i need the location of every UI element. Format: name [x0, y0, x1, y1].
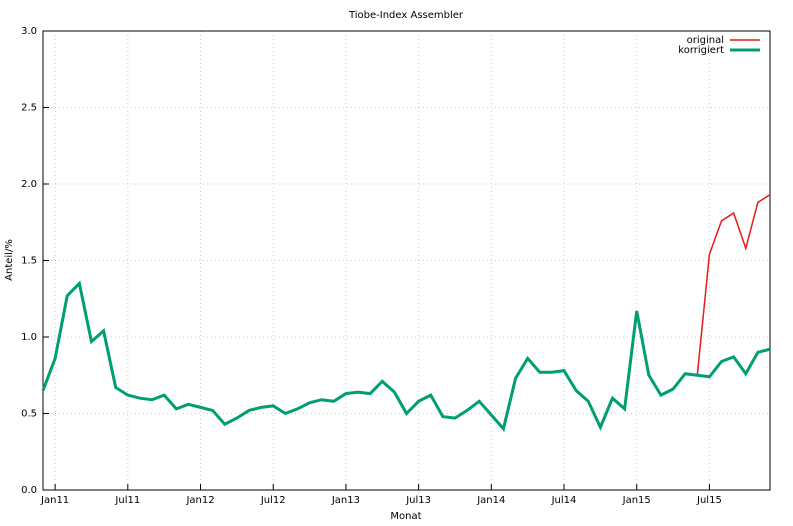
x-tick-label: Jul12: [260, 495, 286, 506]
x-tick-label: Jan14: [476, 495, 505, 506]
y-tick-label: 0.5: [21, 409, 37, 420]
line-series: [41, 280, 771, 432]
x-tick-label: Jan11: [40, 495, 69, 506]
chart-title: Tiobe-Index Assembler: [348, 10, 464, 21]
y-tick-label: 2.5: [21, 103, 37, 114]
x-tick-label: Jan13: [331, 495, 360, 506]
y-tick-label: 3.0: [21, 26, 37, 37]
y-axis-label: Anteil/%: [4, 239, 15, 281]
plot-frame: [42, 30, 771, 491]
legend-label: original: [687, 35, 724, 46]
x-axis-label: Monat: [390, 511, 421, 522]
x-tick-label: Jan12: [185, 495, 214, 506]
legend-label: korrigiert: [678, 45, 724, 56]
x-tick-label: Jul13: [405, 495, 431, 506]
y-tick-label: 1.5: [21, 256, 37, 267]
y-tick-label: 2.0: [21, 179, 37, 190]
x-tick-label: Jan15: [622, 495, 651, 506]
y-tick-label: 1.0: [21, 332, 37, 343]
x-tick-label: Jul15: [696, 495, 722, 506]
y-tick-label: 0.0: [21, 485, 37, 496]
x-tick-label: Jul11: [114, 495, 140, 506]
x-tick-label: Jul14: [551, 495, 577, 506]
